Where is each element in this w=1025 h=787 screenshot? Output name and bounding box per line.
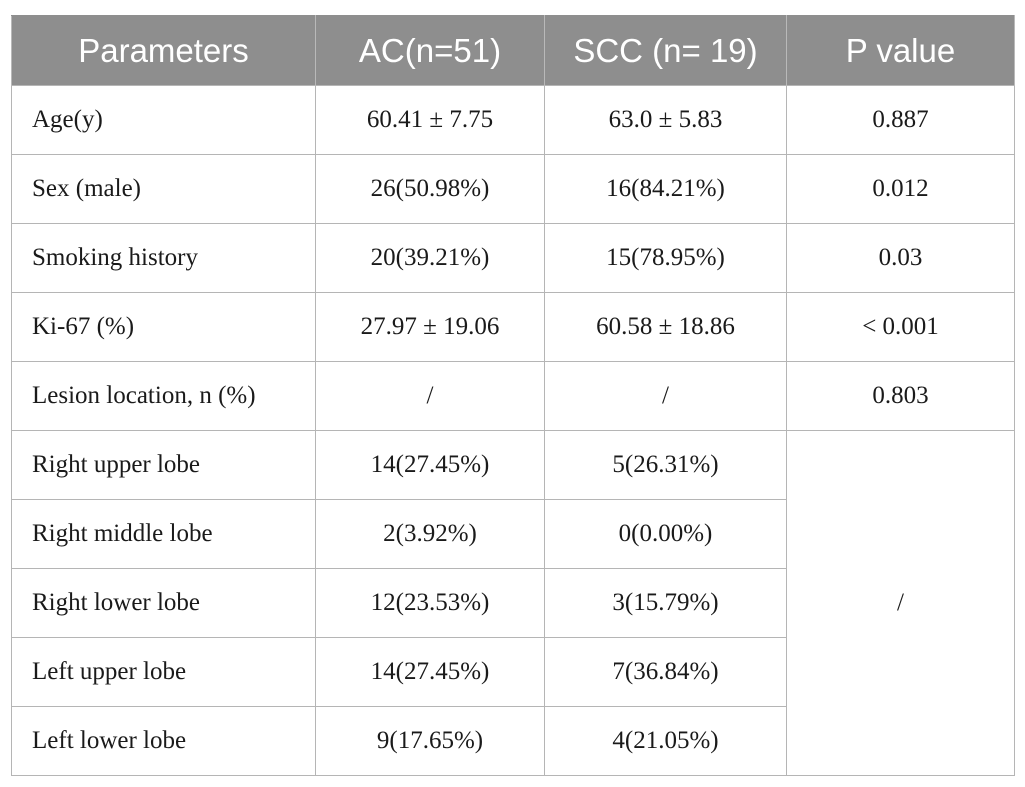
row-scc-value: 15(78.95%) <box>544 223 787 293</box>
row-parameter: Smoking history <box>11 223 316 293</box>
row-p-value: < 0.001 <box>786 292 1015 362</box>
row-parameter: Left upper lobe <box>11 637 316 707</box>
row-ac-value: 60.41 ± 7.75 <box>315 85 545 155</box>
row-ac-value: 20(39.21%) <box>315 223 545 293</box>
table-row: Age(y) 60.41 ± 7.75 63.0 ± 5.83 0.887 <box>11 85 1015 155</box>
header-parameters: Parameters <box>11 15 316 86</box>
row-parameter: Right middle lobe <box>11 499 316 569</box>
comparison-table: Parameters AC(n=51) SCC (n= 19) P value … <box>11 15 1015 776</box>
row-parameter: Right upper lobe <box>11 430 316 500</box>
row-ac-value: 26(50.98%) <box>315 154 545 224</box>
comparison-table-container: Parameters AC(n=51) SCC (n= 19) P value … <box>11 15 1015 776</box>
header-p-value: P value <box>786 15 1015 86</box>
row-scc-value: 63.0 ± 5.83 <box>544 85 787 155</box>
row-ac-value: 9(17.65%) <box>315 706 545 776</box>
row-scc-value: 0(0.00%) <box>544 499 787 569</box>
row-scc-value: 5(26.31%) <box>544 430 787 500</box>
row-ac-value: 14(27.45%) <box>315 430 545 500</box>
row-parameter: Lesion location, n (%) <box>11 361 316 431</box>
row-parameter: Right lower lobe <box>11 568 316 638</box>
row-ac-value: / <box>315 361 545 431</box>
row-scc-value: 3(15.79%) <box>544 568 787 638</box>
table-row: Right upper lobe 14(27.45%) 5(26.31%) / <box>11 430 1015 776</box>
row-scc-value: / <box>544 361 787 431</box>
table-row: Left lower lobe 9(17.65%) 4(21.05%) <box>11 706 1015 776</box>
row-scc-value: 16(84.21%) <box>544 154 787 224</box>
row-ac-value: 2(3.92%) <box>315 499 545 569</box>
row-p-value: 0.887 <box>786 85 1015 155</box>
table-row: Smoking history 20(39.21%) 15(78.95%) 0.… <box>11 223 1015 293</box>
lobe-p-value-merged-cell: / <box>786 430 1015 776</box>
table-row: Right middle lobe 2(3.92%) 0(0.00%) <box>11 499 1015 569</box>
row-ac-value: 12(23.53%) <box>315 568 545 638</box>
table-row: Ki-67 (%) 27.97 ± 19.06 60.58 ± 18.86 < … <box>11 292 1015 362</box>
table-header-row: Parameters AC(n=51) SCC (n= 19) P value <box>11 15 1015 86</box>
row-parameter: Left lower lobe <box>11 706 316 776</box>
row-scc-value: 7(36.84%) <box>544 637 787 707</box>
row-scc-value: 4(21.05%) <box>544 706 787 776</box>
row-p-value: 0.012 <box>786 154 1015 224</box>
row-scc-value: 60.58 ± 18.86 <box>544 292 787 362</box>
row-p-value: 0.03 <box>786 223 1015 293</box>
header-scc: SCC (n= 19) <box>544 15 787 86</box>
row-ac-value: 14(27.45%) <box>315 637 545 707</box>
row-parameter: Age(y) <box>11 85 316 155</box>
row-ac-value: 27.97 ± 19.06 <box>315 292 545 362</box>
row-parameter: Sex (male) <box>11 154 316 224</box>
row-parameter: Ki-67 (%) <box>11 292 316 362</box>
row-p-value: 0.803 <box>786 361 1015 431</box>
table-row: Sex (male) 26(50.98%) 16(84.21%) 0.012 <box>11 154 1015 224</box>
header-ac: AC(n=51) <box>315 15 545 86</box>
table-row: Lesion location, n (%) / / 0.803 <box>11 361 1015 431</box>
